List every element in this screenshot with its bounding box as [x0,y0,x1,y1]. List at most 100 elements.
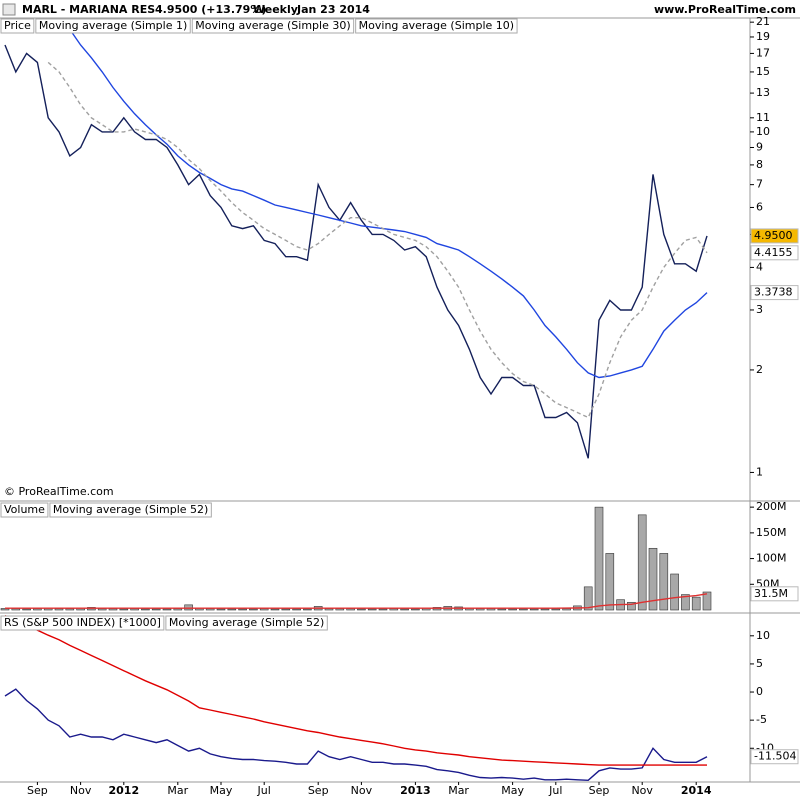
last-value-label: -11.504 [754,750,796,763]
x-tick-label: Mar [167,784,188,797]
volume-bar [184,604,193,611]
volume-bar [367,608,377,611]
volume-bar [22,608,31,611]
volume-bar [529,608,539,611]
x-tick-label: Mar [448,784,469,797]
volume-bar [551,608,561,611]
volume-bar [411,608,420,611]
legend-item-box [49,502,212,518]
x-tick-label: May [501,784,524,797]
y-tick-label: 6 [756,200,763,213]
last-value-box [750,245,799,261]
legend-item-box [191,18,355,34]
y-tick-label: 8 [756,158,763,171]
last-value-box [750,228,799,244]
volume-bar [659,553,669,611]
date: Jan 23 2014 [296,3,370,16]
legend-item-box [355,18,518,34]
volume-bar [119,608,129,611]
x-tick-label: Nov [70,784,92,797]
volume-bar [400,608,409,611]
volume-bar [292,608,301,611]
y-tick-label: 21 [756,15,770,28]
legend-item-box [0,502,49,518]
volume-bar [162,608,172,611]
last-value-box [750,586,799,602]
y-tick-label: 11 [756,111,770,124]
volume-bar [605,553,615,611]
legend-item: Moving average (Simple 52) [169,616,324,629]
x-tick-label: Sep [308,784,329,797]
x-tick-label: Nov [631,784,653,797]
x-tick-label: Sep [589,784,610,797]
volume-bar [681,594,690,611]
y-tick-label: 15 [756,65,770,78]
volume-bar [691,596,701,611]
y-tick-label: 17 [756,46,770,59]
volume-bar [249,608,258,611]
volume-bar [583,586,593,611]
x-tick-label: Sep [27,784,48,797]
legend-item-box [0,615,165,631]
y-tick-label: 0 [756,685,763,698]
legend-item: RS (S&P 500 INDEX) [*1000] [4,616,161,629]
y-tick-label: 5 [756,657,763,670]
y-tick-label: 4 [756,260,763,273]
volume-bar [519,608,528,611]
legend-item: Volume [4,503,45,516]
legend-item: Moving average (Simple 1) [39,19,187,32]
volume-bar [227,608,237,611]
last-value-label: 31.5M [754,587,788,600]
volume-bar [281,608,291,611]
volume-bar [637,514,647,611]
last-value-label: 4.9500 [754,229,793,242]
x-tick-label: Jul [548,784,562,797]
y-tick-label: 10 [756,125,770,138]
last-value-box [750,749,799,765]
y-tick-label: 100M [756,552,787,565]
series-line [4,44,708,459]
volume-bar [303,608,312,611]
legend-item: Moving average (Simple 10) [359,19,514,32]
x-tick-label: Nov [351,784,373,797]
volume-bar [497,608,507,611]
y-tick-label: 13 [756,86,770,99]
volume-bar [216,608,226,611]
y-tick-label: 200M [756,500,787,513]
x-tick-label: 2012 [108,784,139,797]
x-tick-label: 2013 [400,784,431,797]
y-tick-label: 19 [756,30,770,43]
legend-item: Moving average (Simple 30) [195,19,350,32]
y-tick-label: -5 [756,713,767,726]
quote: 4.9500 (+13.79%) [155,3,266,16]
series-line [4,688,708,782]
period: Weekly [253,3,298,16]
y-tick-label: 9 [756,140,763,153]
source: © ProRealTime.com [4,485,114,498]
volume-bar [238,608,247,611]
volume-bar [702,591,712,611]
volume-bar [540,608,550,611]
y-tick-label: 10 [756,629,770,642]
volume-bar [151,608,161,611]
volume-bar [648,547,658,611]
site: www.ProRealTime.com [654,3,796,16]
volume-bar [670,573,679,611]
legend-title-box [0,18,35,34]
legend-item: Moving average (Simple 52) [53,503,208,516]
legend-item-box [35,18,191,34]
series-line [4,614,707,766]
volume-bar [508,608,517,611]
volume-bar [141,608,150,611]
last-value-label: 3.3738 [754,286,793,299]
symbol: MARL - MARIANA RES [22,3,155,16]
y-tick-label: 2 [756,363,763,376]
volume-bar [378,608,388,611]
volume-bar [357,608,366,611]
y-tick-label: 150M [756,526,787,539]
y-tick-label: 3 [756,303,763,316]
legend-title: Price [4,19,31,32]
